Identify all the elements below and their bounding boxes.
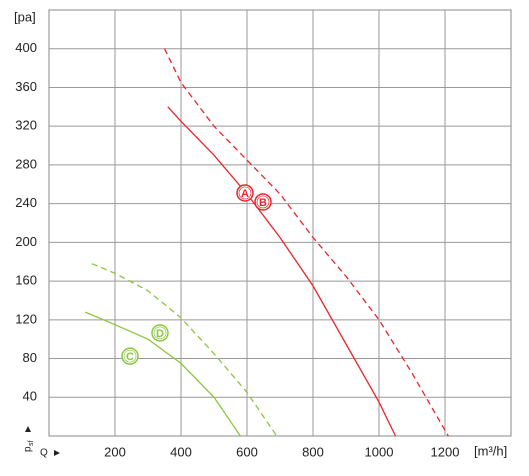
x-tick-label: 800 (302, 444, 324, 459)
legend-label: B (259, 197, 267, 209)
y-tick-label: 320 (15, 118, 37, 133)
plot-frame (48, 9, 512, 437)
legend-label: A (241, 188, 249, 200)
y-label: p (23, 446, 34, 452)
series-line (167, 106, 397, 437)
label-circle-inner (123, 349, 137, 363)
x-label: Q (40, 448, 48, 459)
label-circle-inner (238, 186, 252, 200)
curve-label: C (121, 347, 139, 365)
label-circle-inner (153, 326, 167, 340)
y-tick-label: 40 (23, 389, 37, 404)
y-tick-label: 160 (15, 273, 37, 288)
x-tick-label: 600 (236, 444, 258, 459)
series-line (91, 263, 278, 437)
series-line (163, 48, 449, 437)
x-arrow (54, 450, 60, 456)
y-tick-label: 360 (15, 79, 37, 94)
y-tick-label: 120 (15, 311, 37, 326)
y-label-group: p sf (23, 441, 35, 453)
x-tick-label: 1200 (431, 444, 460, 459)
curve-label: D (151, 324, 169, 342)
curve-label: A (236, 184, 254, 202)
legend-label: D (156, 328, 164, 340)
y-arrow (25, 426, 31, 432)
y-tick-label: 400 (15, 40, 37, 55)
x-tick-label: 200 (104, 444, 126, 459)
label-circle-inner (256, 195, 270, 209)
y-tick-label: 200 (15, 234, 37, 249)
legend-label: C (126, 351, 134, 363)
y-label-sub: sf (28, 441, 35, 447)
y-tick-label: 280 (15, 156, 37, 171)
x-tick-label: 400 (170, 444, 192, 459)
series-line (85, 311, 241, 437)
curve-label: B (254, 193, 272, 211)
y-unit: [pa] (14, 9, 36, 24)
y-tick-label: 80 (23, 350, 37, 365)
y-tick-label: 240 (15, 195, 37, 210)
x-unit: [m³/h] (474, 443, 507, 458)
x-tick-label: 1000 (365, 444, 394, 459)
